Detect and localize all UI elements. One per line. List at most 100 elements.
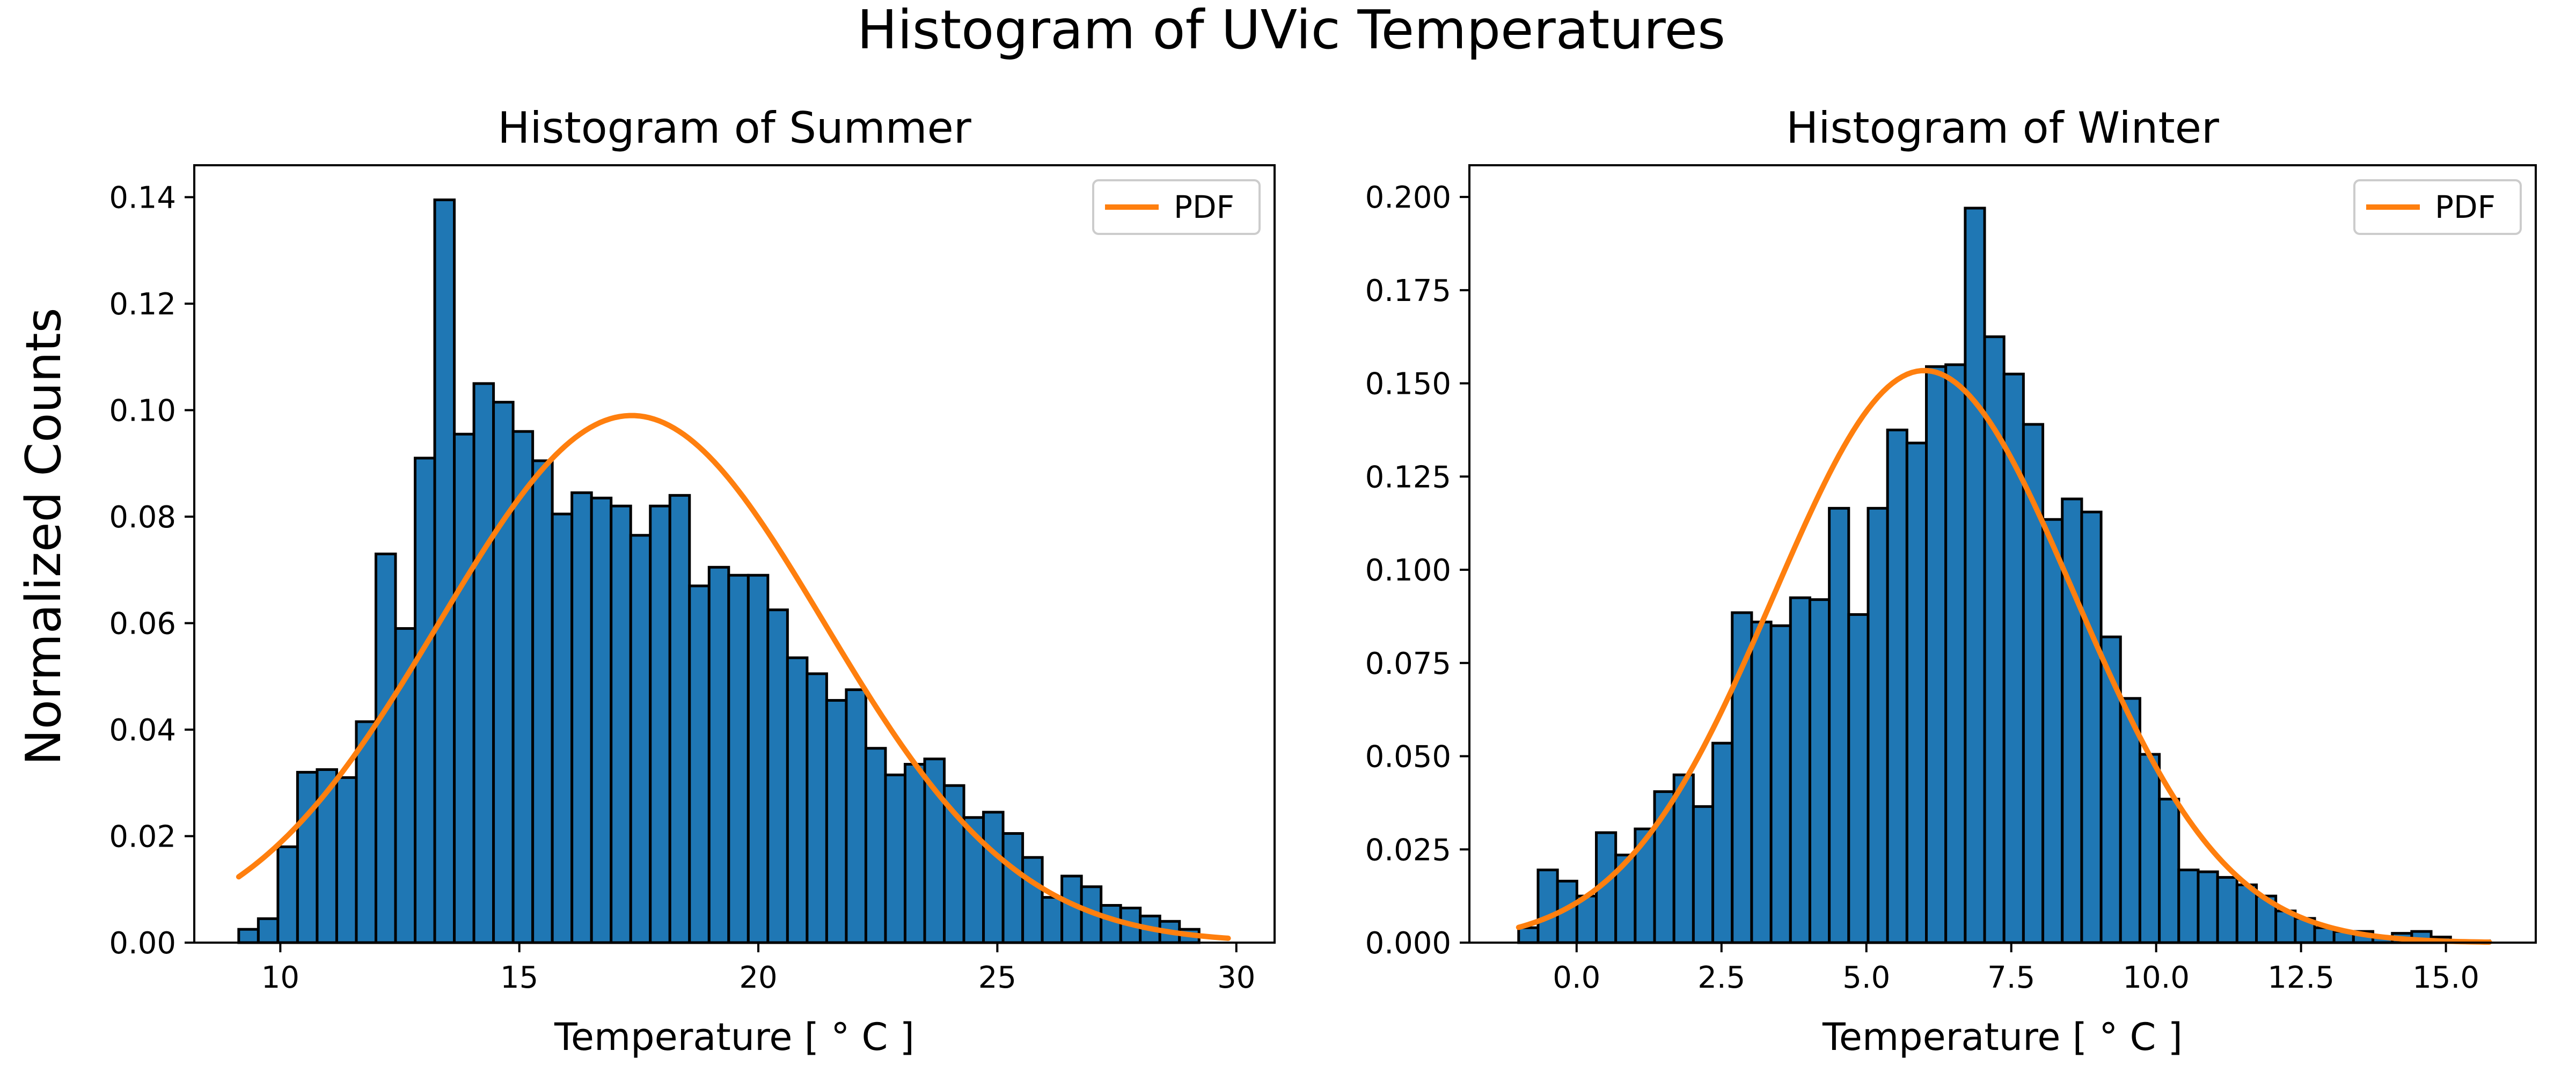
- winter-histogram-bar: [2158, 797, 2180, 944]
- summer-histogram-bar: [825, 699, 848, 944]
- summer-histogram-bar: [590, 496, 613, 944]
- shared-y-axis-label: Normalized Counts: [16, 307, 72, 765]
- summer-histogram-bar: [492, 401, 515, 944]
- winter-bars: [1517, 207, 2491, 944]
- winter-y-tick-label: 0.000: [1365, 926, 1451, 961]
- summer-histogram-bar: [707, 565, 730, 944]
- summer-histogram-bar: [688, 584, 711, 944]
- winter-y-tick-label: 0.050: [1365, 740, 1451, 775]
- winter-histogram-bar: [2235, 883, 2258, 944]
- winter-x-tick-label: 2.5: [1697, 960, 1745, 995]
- winter-x-tick-label: 12.5: [2267, 960, 2334, 995]
- winter-histogram-bar: [1867, 506, 1889, 944]
- winter-histogram-bar: [1789, 596, 1811, 944]
- summer-x-tick-label: 10: [261, 960, 299, 995]
- winter-axes-frame: [1468, 164, 2537, 944]
- winter-histogram-bar: [2177, 868, 2200, 944]
- summer-histogram-bar: [374, 553, 397, 944]
- summer-histogram-bar: [610, 504, 632, 944]
- winter-histogram-bar: [2138, 753, 2161, 944]
- winter-x-axis-label: Temperature [ ° C ]: [1822, 1015, 2183, 1059]
- summer-histogram-bar: [727, 574, 750, 944]
- summer-y-tick-label: 0.12: [109, 287, 176, 322]
- summer-y-tick-label: 0.00: [109, 926, 176, 961]
- winter-histogram-bar: [1750, 620, 1773, 944]
- winter-legend-label: PDF: [2435, 189, 2496, 225]
- summer-histogram-bar: [414, 457, 436, 944]
- summer-histogram-bar: [237, 928, 260, 944]
- winter-histogram-bar: [2002, 372, 2025, 944]
- summer-x-tick-label: 30: [1217, 960, 1255, 995]
- summer-histogram-bar: [903, 763, 926, 944]
- summer-histogram-bar: [668, 494, 691, 944]
- summer-histogram-bar: [982, 811, 1005, 944]
- summer-x-tick-label: 25: [978, 960, 1016, 995]
- winter-histogram-bar: [2197, 870, 2219, 944]
- summer-histogram-bar: [296, 770, 319, 944]
- winter-histogram-bar: [1672, 773, 1695, 944]
- summer-histogram-bar: [433, 199, 456, 944]
- winter-chart-title: Histogram of Winter: [1786, 103, 2219, 153]
- summer-y-tick-label: 0.06: [109, 607, 176, 642]
- summer-pdf-line: [236, 413, 1231, 941]
- winter-x-tick-label: 0.0: [1553, 960, 1600, 995]
- summer-histogram-bar: [511, 430, 535, 944]
- summer-histogram-bar: [649, 504, 671, 944]
- winter-x-tick-label: 15.0: [2412, 960, 2479, 995]
- summer-axes-frame: [193, 164, 1276, 944]
- summer-y-tick-label: 0.02: [109, 820, 176, 855]
- winter-histogram-bar: [2061, 497, 2083, 944]
- winter-histogram-bar: [1711, 741, 1734, 944]
- winter-histogram-bar: [1517, 926, 1540, 944]
- winter-x-tick-label: 7.5: [1987, 960, 2035, 995]
- summer-histogram-bar: [355, 720, 377, 944]
- summer-histogram-bar: [453, 432, 475, 944]
- summer-histogram-bar: [845, 688, 867, 944]
- winter-y-tick-label: 0.075: [1365, 646, 1451, 681]
- summer-histogram-bar: [786, 656, 809, 944]
- winter-legend: PDF: [2353, 179, 2522, 235]
- winter-histogram-bar: [1808, 598, 1831, 944]
- summer-legend: PDF: [1092, 179, 1261, 235]
- winter-histogram-bar: [1769, 624, 1792, 944]
- summer-histogram-bar: [257, 917, 280, 944]
- summer-legend-box: [1092, 179, 1261, 235]
- winter-y-tick-label: 0.150: [1365, 367, 1451, 402]
- winter-y-tick-label: 0.025: [1365, 833, 1451, 868]
- summer-histogram-bar: [629, 534, 652, 944]
- summer-histogram-bar: [806, 672, 828, 944]
- summer-histogram-bar: [531, 459, 554, 944]
- summer-y-tick-label: 0.10: [109, 394, 176, 429]
- summer-histogram-bar: [766, 608, 789, 944]
- summer-x-tick-label: 15: [500, 960, 538, 995]
- summer-histogram-bar: [1001, 832, 1024, 944]
- winter-histogram-bar: [1828, 506, 1850, 944]
- summer-chart-title: Histogram of Summer: [497, 103, 971, 153]
- winter-histogram-bar: [1692, 805, 1715, 944]
- summer-histogram-bar: [864, 747, 887, 944]
- summer-histogram-bar: [551, 512, 574, 944]
- winter-y-tick-label: 0.100: [1365, 553, 1451, 588]
- figure-suptitle: Histogram of UVic Temperatures: [857, 0, 1725, 61]
- winter-histogram-bar: [2216, 876, 2238, 944]
- winter-histogram-bar: [1536, 868, 1559, 944]
- summer-histogram-bar: [570, 491, 593, 944]
- summer-legend-label: PDF: [1174, 189, 1234, 225]
- summer-histogram-bar: [472, 382, 495, 944]
- winter-x-tick-label: 10.0: [2123, 960, 2190, 995]
- summer-histogram-panel: 0.00 0.02 0.04 0.06 0.08 0.10 0.12 0.14 10 15 20 25…: [109, 103, 1276, 1059]
- summer-y-tick-label: 0.08: [109, 500, 176, 535]
- summer-y-tick-label: 0.14: [109, 181, 176, 216]
- winter-histogram-bar: [1964, 207, 1986, 944]
- winter-histogram-bar: [1575, 894, 1598, 944]
- winter-histogram-bar: [1944, 363, 1967, 944]
- winter-histogram-bar: [1886, 428, 1908, 944]
- summer-histogram-bar: [1041, 896, 1064, 944]
- winter-y-tick-label: 0.125: [1365, 460, 1451, 495]
- winter-histogram-bar: [2041, 518, 2064, 944]
- summer-bars: [237, 199, 1201, 944]
- winter-histogram-bar: [2080, 510, 2103, 944]
- winter-y-tick-label: 0.200: [1365, 180, 1451, 215]
- summer-histogram-bar: [335, 776, 358, 944]
